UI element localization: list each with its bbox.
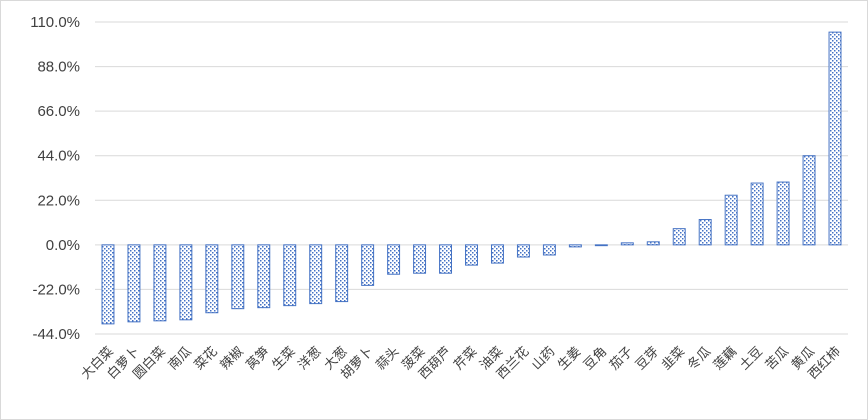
x-axis-labels: 大白菜白萝卜圆白菜南瓜菜花辣椒莴笋生菜洋葱大葱胡萝卜蒜头菠菜西葫芦芹菜油菜西兰花… (78, 344, 844, 383)
bar (516, 244, 530, 258)
x-tick-label: 莴笋 (243, 344, 273, 374)
x-tick-label: 莲藕 (711, 344, 740, 373)
y-tick-label: -44.0% (32, 326, 80, 343)
bar (750, 182, 764, 246)
x-tick-label: 南瓜 (165, 344, 195, 374)
bar (542, 244, 556, 256)
bars (101, 31, 842, 325)
bar (335, 244, 349, 303)
y-tick-label: 44.0% (37, 148, 80, 165)
y-tick-label: 0.0% (46, 237, 80, 254)
y-tick-label: 22.0% (37, 192, 80, 209)
bar (153, 244, 167, 322)
x-tick-label: 土豆 (737, 344, 766, 373)
x-tick-label: 辣椒 (218, 344, 247, 373)
x-tick-label: 山药 (529, 344, 558, 373)
y-tick-label: 110.0% (30, 14, 80, 31)
x-tick-label: 茄子 (607, 344, 636, 373)
x-tick-label: 韭菜 (659, 344, 688, 373)
x-tick-label: 洋葱 (296, 344, 325, 373)
bar (568, 244, 582, 248)
x-tick-label: 蒜头 (373, 344, 402, 373)
bar (231, 244, 245, 310)
bar (465, 244, 478, 266)
bar (620, 242, 634, 246)
bar (490, 244, 504, 264)
x-tick-label: 生菜 (270, 344, 299, 373)
x-tick-label: 生姜 (555, 344, 584, 373)
y-tick-label: 88.0% (37, 59, 80, 76)
bar (802, 155, 816, 246)
x-tick-label: 菜花 (191, 344, 221, 374)
bar (257, 244, 271, 309)
x-tick-label: 冬瓜 (684, 344, 714, 374)
bar (309, 244, 323, 305)
x-tick-label: 豆芽 (633, 344, 662, 373)
x-tick-label: 苦瓜 (762, 344, 792, 374)
bar (413, 244, 427, 274)
bar (646, 241, 660, 246)
bar (776, 181, 790, 246)
x-tick-label: 芹菜 (451, 344, 480, 373)
bar (205, 244, 219, 314)
y-axis-labels: 110.0% 88.0% 66.0% 44.0% 22.0% 0.0% -22.0% -44.… (30, 14, 80, 343)
bar (127, 244, 141, 323)
bar (101, 244, 115, 325)
bar (672, 228, 686, 246)
bar (361, 244, 375, 286)
bar (828, 31, 842, 246)
bar (698, 219, 712, 246)
bar (387, 244, 401, 275)
bar (439, 244, 453, 274)
x-tick-label: 豆角 (581, 344, 610, 373)
y-tick-label: 66.0% (37, 103, 80, 120)
bar (724, 194, 738, 246)
bar (594, 244, 608, 247)
bar (283, 244, 297, 307)
bar (179, 244, 193, 321)
y-tick-label: -22.0% (32, 281, 80, 298)
